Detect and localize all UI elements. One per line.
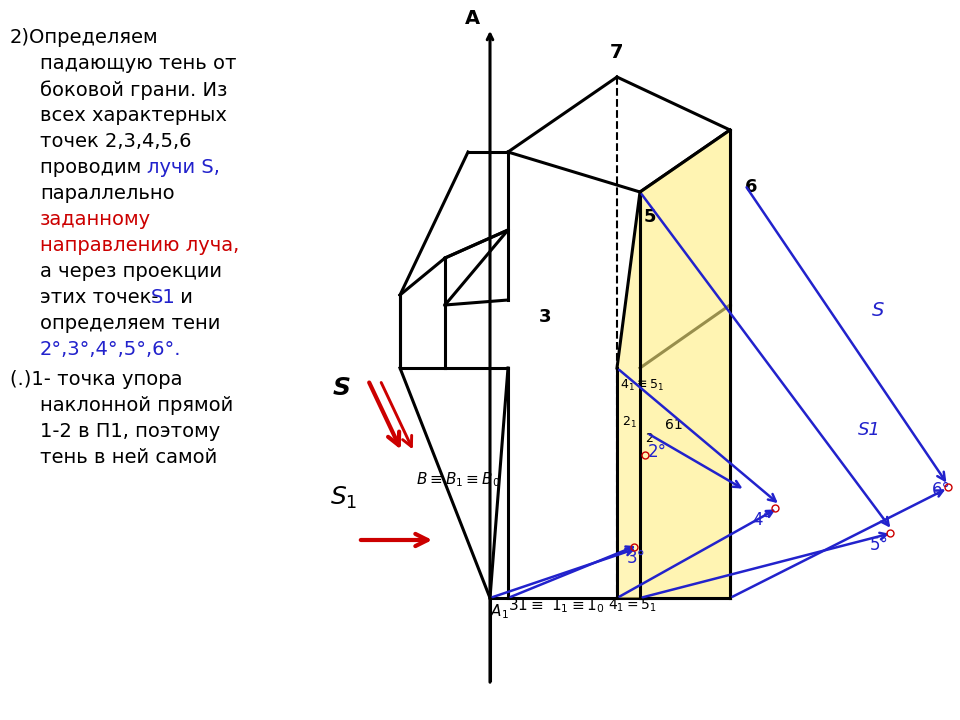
Text: $A_1$: $A_1$ — [490, 602, 509, 621]
Text: $2$: $2$ — [645, 432, 654, 445]
Text: всех характерных: всех характерных — [40, 106, 227, 125]
Text: а через проекции: а через проекции — [40, 262, 222, 281]
Polygon shape — [640, 130, 730, 598]
Text: $B\equiv B_1\equiv B_0$: $B\equiv B_1\equiv B_0$ — [416, 470, 500, 489]
Text: заданному: заданному — [40, 210, 151, 229]
Text: 3: 3 — [539, 308, 551, 326]
Text: 5: 5 — [644, 208, 657, 226]
Text: 2)Определяем: 2)Определяем — [10, 28, 158, 47]
Text: этих точек-: этих точек- — [40, 288, 165, 307]
Text: 2°: 2° — [648, 443, 667, 461]
Text: $2_1$: $2_1$ — [622, 415, 636, 430]
Text: 3°: 3° — [627, 549, 645, 567]
Text: S: S — [333, 376, 351, 400]
Text: S1: S1 — [858, 421, 881, 439]
Text: S1: S1 — [151, 288, 176, 307]
Text: направлению луча,: направлению луча, — [40, 236, 239, 255]
Text: 61: 61 — [665, 418, 683, 432]
Text: (.)1- точка упора: (.)1- точка упора — [10, 370, 182, 389]
Text: падающую тень от: падающую тень от — [40, 54, 236, 73]
Text: наклонной прямой: наклонной прямой — [40, 396, 233, 415]
Text: $S_1$: $S_1$ — [330, 485, 357, 511]
Text: 7: 7 — [611, 43, 624, 62]
Text: определяем тени: определяем тени — [40, 314, 221, 333]
Text: точек 2,3,4,5,6: точек 2,3,4,5,6 — [40, 132, 191, 151]
Text: S: S — [872, 300, 884, 320]
Text: 1-2 в П1, поэтому: 1-2 в П1, поэтому — [40, 422, 220, 441]
Text: $4_1{\equiv}5_1$: $4_1{\equiv}5_1$ — [620, 378, 664, 393]
Text: A: A — [465, 9, 480, 28]
Text: и: и — [174, 288, 193, 307]
Text: $4_1{=}5_1$: $4_1{=}5_1$ — [608, 598, 657, 614]
Text: параллельно: параллельно — [40, 184, 175, 203]
Text: лучи S,: лучи S, — [147, 158, 220, 177]
Text: 2°,3°,4°,5°,6°.: 2°,3°,4°,5°,6°. — [40, 340, 181, 359]
Text: боковой грани. Из: боковой грани. Из — [40, 80, 228, 99]
Text: $31\equiv\ 1_1\equiv 1_0$: $31\equiv\ 1_1\equiv 1_0$ — [508, 597, 605, 616]
Text: проводим: проводим — [40, 158, 148, 177]
Text: 6: 6 — [745, 178, 757, 196]
Text: 4°: 4° — [752, 511, 771, 529]
Text: 6°: 6° — [932, 481, 950, 499]
Text: 5°: 5° — [870, 536, 889, 554]
Text: тень в ней самой: тень в ней самой — [40, 448, 217, 467]
Polygon shape — [617, 192, 640, 598]
